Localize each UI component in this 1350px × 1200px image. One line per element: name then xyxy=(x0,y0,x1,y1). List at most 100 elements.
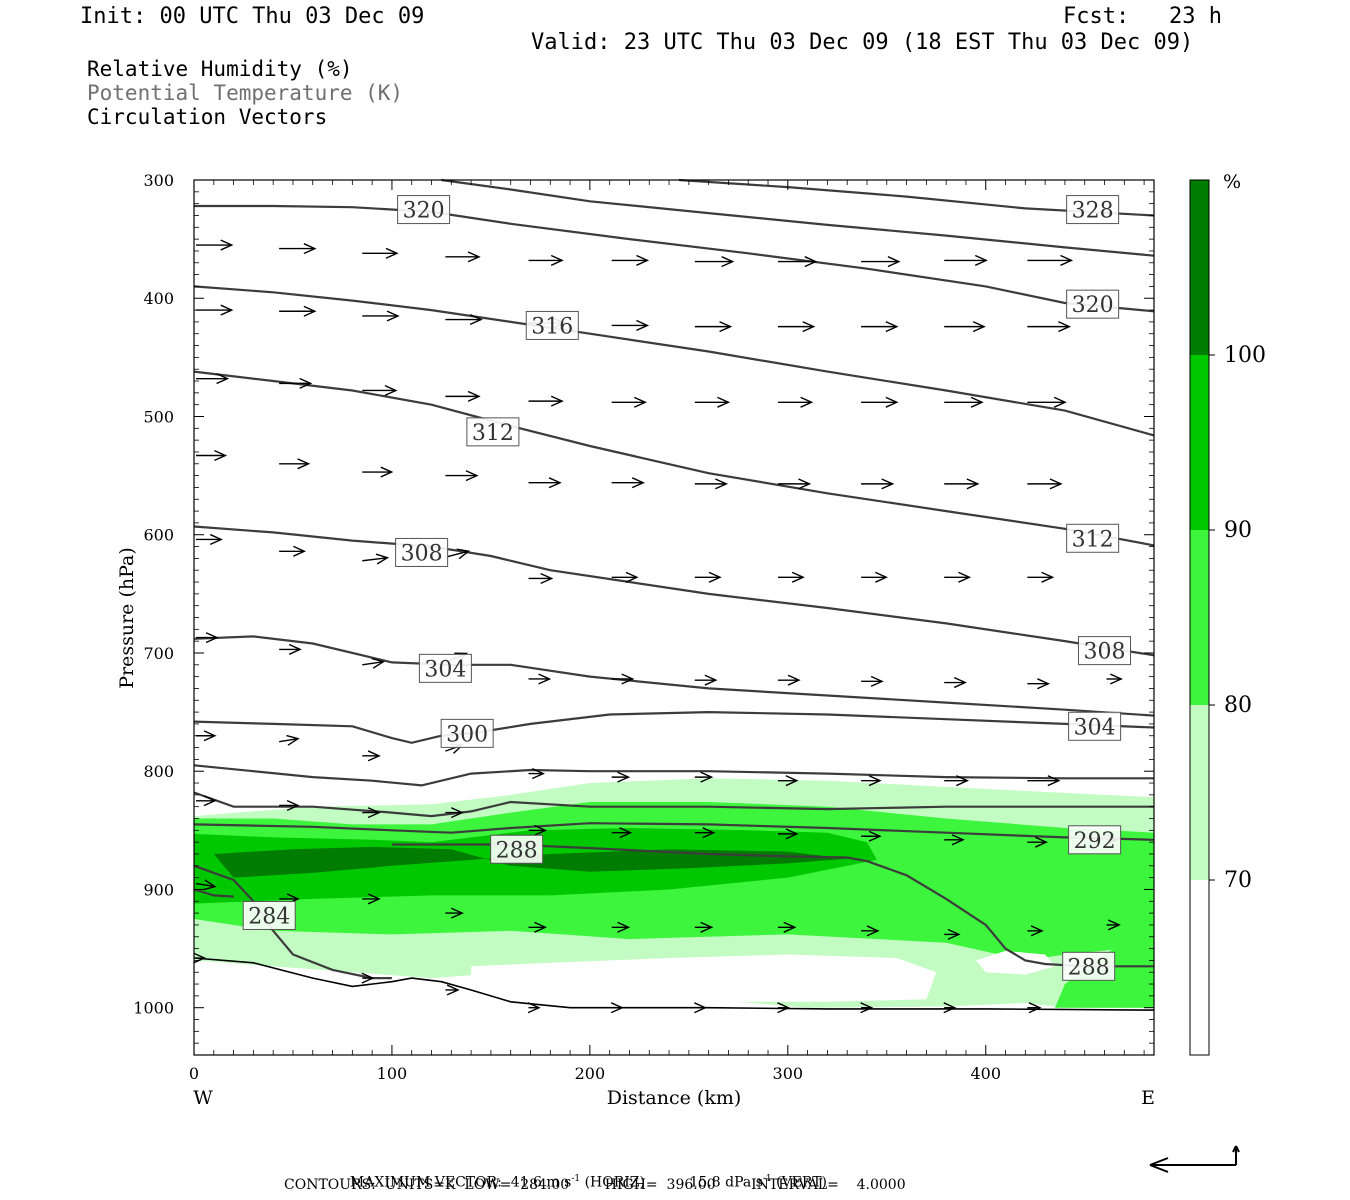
circulation-vector xyxy=(196,239,234,251)
vector-head xyxy=(631,477,645,489)
circulation-vector xyxy=(944,775,970,787)
x-tick-label: 300 xyxy=(773,1064,804,1083)
theta-contour-284-0 xyxy=(193,864,392,980)
contour-label-320: 320 xyxy=(397,195,451,225)
circulation-vector xyxy=(1106,919,1121,931)
vector-head xyxy=(205,632,219,644)
circulation-vector xyxy=(362,750,381,762)
circulation-vector xyxy=(1027,1002,1042,1014)
contour-label-304: 304 xyxy=(418,653,472,683)
circulation-vector xyxy=(279,305,317,317)
vector-head xyxy=(1049,478,1063,490)
circulation-vector xyxy=(694,256,735,268)
contour-label-text: 312 xyxy=(472,421,514,446)
vector-head xyxy=(203,730,217,742)
vector-head xyxy=(956,775,970,787)
circulation-vector xyxy=(944,254,988,266)
vector-head xyxy=(974,254,988,266)
contour-label-text: 328 xyxy=(1072,199,1114,224)
theta-contour-292-4 xyxy=(193,822,1155,841)
contour-label-292: 292 xyxy=(1068,825,1122,855)
circulation-vector xyxy=(861,571,888,583)
circulation-vector xyxy=(196,632,219,644)
vector-head xyxy=(798,478,812,490)
contour-label-288: 288 xyxy=(1062,951,1116,981)
y-tick-label: 700 xyxy=(143,644,174,663)
circulation-vector xyxy=(362,310,400,322)
contour-label-box xyxy=(490,834,544,864)
contour-label-text: 308 xyxy=(1084,640,1126,665)
vector-head xyxy=(467,251,481,263)
vector-head xyxy=(465,470,479,482)
vector-head xyxy=(970,396,984,408)
circulation-vector xyxy=(777,775,799,787)
contour-label-box xyxy=(1066,523,1120,553)
contour-label-304: 304 xyxy=(1068,711,1122,741)
vector-head xyxy=(953,677,967,689)
vector-head xyxy=(1034,836,1048,848)
contour-label-312: 312 xyxy=(466,417,520,447)
circulation-vector xyxy=(196,533,223,545)
circulation-vector xyxy=(362,553,390,565)
vert-tag: (VERT) xyxy=(776,1174,827,1191)
circulation-vector xyxy=(445,984,460,996)
vector-head xyxy=(446,984,460,996)
colorbar-segment xyxy=(1190,880,1209,1055)
circulation-vector xyxy=(1027,836,1048,848)
circulation-vector xyxy=(777,1002,791,1014)
vector-head xyxy=(951,834,965,846)
circulation-vector xyxy=(694,396,731,408)
vector-head xyxy=(367,893,381,905)
vector-head xyxy=(791,571,805,583)
vector-head xyxy=(881,478,895,490)
x-tick-label: 200 xyxy=(575,1064,606,1083)
vector-head xyxy=(694,1002,708,1014)
circulation-vector xyxy=(1027,925,1044,937)
contour-label-box xyxy=(466,417,520,447)
contour-label-300: 300 xyxy=(440,718,494,748)
contour-label-text: 288 xyxy=(496,838,538,863)
vector-head xyxy=(800,396,814,408)
contour-label-text: 284 xyxy=(248,904,290,929)
contour-label-box xyxy=(1066,195,1120,225)
circulation-vector xyxy=(694,674,718,686)
vector-head xyxy=(456,548,471,560)
contour-label-text: 320 xyxy=(1072,293,1114,318)
east-label: E xyxy=(1141,1087,1155,1109)
circulation-vector xyxy=(1027,775,1061,787)
vector-head xyxy=(297,458,311,470)
circulation-vector xyxy=(611,319,650,331)
colorbar-segment xyxy=(1190,180,1209,355)
legend-circulation-vectors: Circulation Vectors xyxy=(87,105,328,129)
contour-label-text: 316 xyxy=(531,314,573,339)
circulation-vector xyxy=(611,921,631,933)
vector-head xyxy=(1028,1002,1042,1014)
circulation-vector xyxy=(279,799,300,812)
reference-vector-icon xyxy=(1149,1145,1240,1173)
circulation-vector xyxy=(611,827,633,839)
contour-label-308: 308 xyxy=(395,537,449,567)
vector-head xyxy=(450,907,464,919)
circulation-vector xyxy=(528,921,548,933)
circulation-vector xyxy=(279,734,300,746)
vector-head xyxy=(367,807,381,819)
vector-head xyxy=(621,673,635,685)
y-tick-label: 600 xyxy=(143,526,174,545)
vector-head xyxy=(785,828,799,840)
vector-shaft xyxy=(445,550,469,558)
legend-potential-temperature: Potential Temperature (K) xyxy=(87,81,404,105)
vector-head xyxy=(531,768,545,780)
vector-head xyxy=(610,1002,624,1014)
contour-label-box xyxy=(1078,636,1132,666)
vector-head xyxy=(286,734,300,746)
contour-labels: 284 288 288 292 300 304 304 308 308 312 312 316 320 3… xyxy=(242,195,1132,981)
circulation-vector xyxy=(944,321,986,333)
vector-head xyxy=(1058,321,1072,333)
circulation-vector xyxy=(694,571,722,583)
colorbar-label: 70 xyxy=(1224,868,1252,893)
theta-contour-312-12 xyxy=(193,525,1155,657)
circulation-vector xyxy=(1027,396,1067,408)
circulation-vector xyxy=(193,952,207,964)
vector-head xyxy=(625,571,639,583)
vector-head xyxy=(450,807,464,819)
